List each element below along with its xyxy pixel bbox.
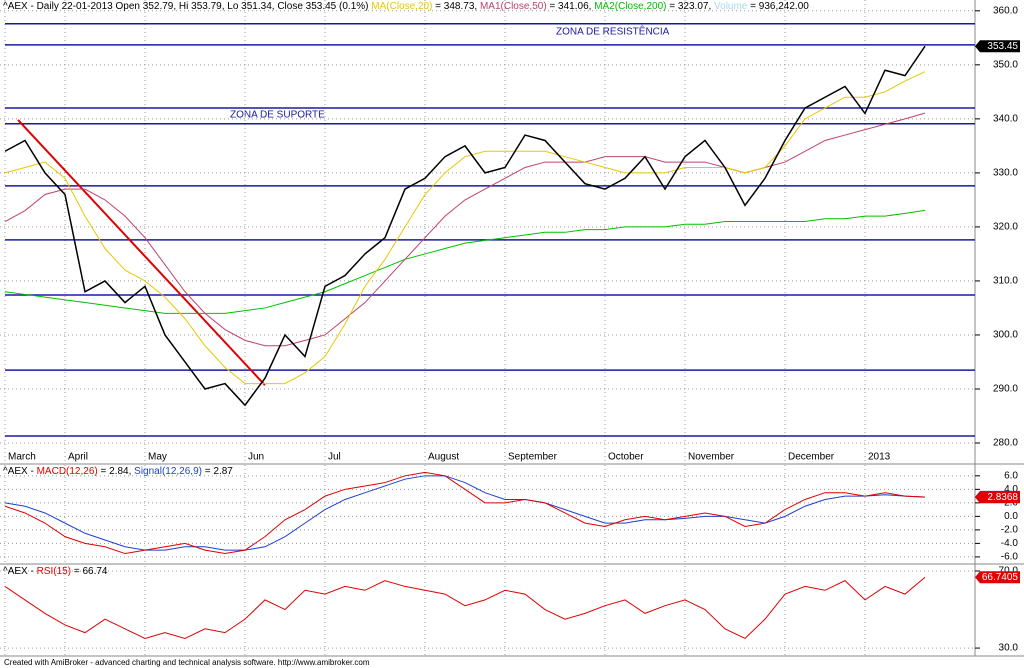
annotation: ZONA DE SUPORTE (230, 110, 325, 121)
title-part: Volume (714, 1, 748, 12)
x-tick-label: March (8, 452, 36, 463)
value-tag (975, 571, 1020, 584)
trend-line (17, 119, 266, 386)
y-tick-label: -6.0 (1001, 552, 1019, 563)
title-part: ^AEX - Daily 22-01-2013 Open 352.79, Hi … (3, 1, 371, 12)
x-tick-label: Jun (248, 452, 264, 463)
y-tick-label: 6.0 (1004, 470, 1018, 481)
y-tick-label: 290.0 (993, 384, 1018, 395)
title-part: MA(Close,20) (371, 1, 432, 12)
y-tick-label: -2.0 (1001, 525, 1019, 536)
value-tag-label: 66.7405 (982, 572, 1019, 583)
footer: Created with AmiBroker - advanced charti… (4, 658, 370, 667)
series-line (4, 576, 926, 640)
y-tick-label: 360.0 (993, 5, 1018, 16)
y-tick-label: 310.0 (993, 276, 1018, 287)
value-tag (975, 40, 1020, 53)
y-tick-label: 320.0 (993, 222, 1018, 233)
panel-title: ^AEX - RSI(15) = 66.74 (3, 566, 108, 577)
title-part: = 348.73, (432, 1, 480, 12)
title-part: ^AEX - (3, 566, 37, 577)
x-tick-label: 2013 (868, 452, 891, 463)
x-tick-label: May (148, 452, 167, 463)
y-tick-label: 0.0 (1004, 511, 1018, 522)
title-part: MACD(12,26) (37, 466, 98, 477)
series-line (4, 71, 926, 385)
y-tick-label: 4.0 (1004, 484, 1018, 495)
x-tick-label: October (608, 452, 644, 463)
series-line (4, 45, 926, 407)
title-part: MA1(Close,50) (480, 1, 547, 12)
title-part: = 341.06, (547, 1, 595, 12)
x-tick-label: April (68, 452, 88, 463)
value-tag-label: 353.45 (987, 41, 1018, 52)
title-part: Signal(12,26,9) (134, 466, 202, 477)
title-part: = 2.87 (202, 466, 233, 477)
y-tick-label: 280.0 (993, 438, 1018, 449)
value-tag (975, 491, 1020, 504)
x-tick-label: August (428, 452, 459, 463)
title-part: = 936,242.00 (747, 1, 809, 12)
x-tick-label: November (688, 452, 735, 463)
panel-title: ^AEX - Daily 22-01-2013 Open 352.79, Hi … (3, 1, 809, 12)
y-tick-label: 30.0 (999, 643, 1019, 654)
annotation: ZONA DE RESISTÊNCIA (556, 25, 670, 38)
title-part: RSI(15) (37, 566, 71, 577)
panel-title: ^AEX - MACD(12,26) = 2.84, Signal(12,26,… (3, 466, 233, 477)
series-line (4, 209, 926, 314)
y-tick-label: 70.0 (999, 566, 1019, 577)
x-tick-label: December (788, 452, 835, 463)
title-part: = 66.74 (71, 566, 108, 577)
y-tick-label: 350.0 (993, 59, 1018, 70)
value-tag-label: 2.8368 (987, 492, 1018, 503)
x-tick-label: Jul (328, 452, 341, 463)
y-tick-label: 300.0 (993, 330, 1018, 341)
x-tick-label: September (508, 452, 558, 463)
y-tick-label: 340.0 (993, 113, 1018, 124)
y-tick-label: -4.0 (1001, 538, 1019, 549)
y-tick-label: 330.0 (993, 168, 1018, 179)
title-part: = 323.07, (666, 1, 714, 12)
series-line (4, 475, 926, 551)
title-part: ^AEX - (3, 466, 37, 477)
title-part: MA2(Close,200) (594, 1, 666, 12)
series-line (4, 471, 926, 555)
title-part: = 2.84, (98, 466, 134, 477)
